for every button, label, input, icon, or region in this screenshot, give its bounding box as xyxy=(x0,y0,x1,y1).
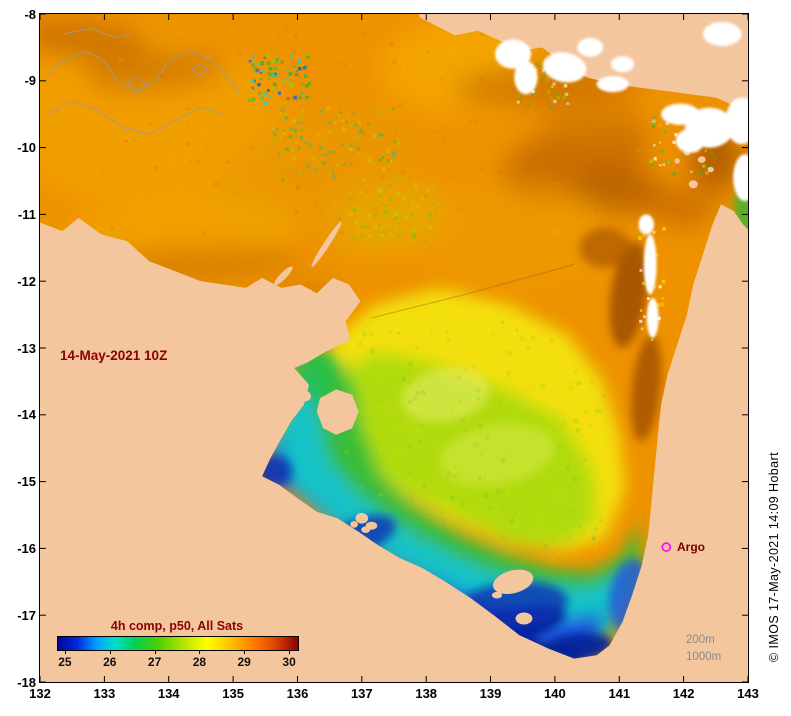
map-shape xyxy=(355,513,369,524)
map-shape xyxy=(542,94,645,148)
copyright-label: © IMOS 17-May-2021 14:09 Hobart xyxy=(767,452,781,662)
y-tick-label: -8 xyxy=(24,6,36,22)
map-shape xyxy=(400,367,491,423)
y-tick-label: -16 xyxy=(17,540,36,556)
map-shape xyxy=(316,389,359,435)
map-shape xyxy=(577,38,604,57)
map-shape xyxy=(703,22,742,46)
map-shape xyxy=(733,154,748,202)
bathymetry-contours xyxy=(42,28,240,135)
map-shape xyxy=(361,526,371,533)
y-tick-label: -18 xyxy=(17,674,36,690)
y-tick-label: -11 xyxy=(17,206,36,222)
x-tick-label: 133 xyxy=(93,686,116,701)
x-tick-label: 139 xyxy=(479,686,502,701)
x-tick-label: 137 xyxy=(350,686,373,701)
map-shape xyxy=(651,187,716,228)
map-shape xyxy=(439,423,555,487)
map-shape xyxy=(675,128,705,153)
map-shape xyxy=(492,569,534,595)
new-guinea-land xyxy=(419,14,748,109)
x-tick-label: 140 xyxy=(544,686,566,701)
map-shape xyxy=(299,390,312,402)
y-tick-label: -14 xyxy=(17,407,36,423)
x-tick-label: 138 xyxy=(415,686,438,701)
y-tick-label: -9 xyxy=(24,73,36,89)
x-tick-label: 132 xyxy=(29,686,51,701)
argo-marker xyxy=(661,542,672,552)
land-mask xyxy=(40,14,748,682)
map-shape xyxy=(274,266,293,286)
map-shape xyxy=(643,234,657,295)
x-tick-label: 143 xyxy=(737,686,759,701)
map-shape xyxy=(688,180,698,189)
map-shape xyxy=(646,297,659,338)
map-shape xyxy=(609,241,649,348)
map-shape xyxy=(631,334,662,442)
x-tick-label: 141 xyxy=(608,686,631,701)
map-shape xyxy=(579,227,631,268)
x-tick-label: 136 xyxy=(286,686,309,701)
map-shape xyxy=(311,221,342,268)
axis-ticks xyxy=(40,14,748,682)
map-shape xyxy=(661,103,700,125)
map-shape xyxy=(491,591,503,599)
map-shape xyxy=(268,434,604,656)
map-shape xyxy=(40,18,149,63)
map-shape xyxy=(697,156,706,163)
map-shape xyxy=(574,167,665,215)
map-shape xyxy=(495,39,532,69)
map-shape xyxy=(514,60,538,95)
australia-land xyxy=(40,204,748,682)
x-tick-label: 135 xyxy=(222,686,244,701)
map-shape xyxy=(638,214,654,235)
sst-map-canvas xyxy=(40,14,748,682)
map-shape xyxy=(596,76,629,93)
map-shape xyxy=(350,521,358,528)
y-tick-label: -15 xyxy=(17,474,36,490)
map-shape xyxy=(542,52,587,83)
composite-seam-line xyxy=(371,263,575,319)
x-tick-label: 134 xyxy=(157,686,180,701)
y-tick-label: -12 xyxy=(17,273,36,289)
map-shape xyxy=(268,348,642,656)
y-tick-label: -13 xyxy=(17,340,36,356)
map-shape xyxy=(331,182,445,254)
map-shape xyxy=(707,166,714,173)
x-tick-label: 142 xyxy=(672,686,695,701)
cloud-gaps xyxy=(495,22,748,338)
map-shape xyxy=(725,97,748,145)
map-shape xyxy=(610,56,635,73)
y-tick-label: -10 xyxy=(17,140,36,156)
map-shape xyxy=(674,158,680,164)
y-tick-label: -17 xyxy=(17,607,36,623)
map-shape xyxy=(406,181,613,288)
map-shape xyxy=(85,49,227,93)
map-shape xyxy=(515,612,533,625)
map-plot-area: 14-May-2021 10Z 4h comp, p50, All Sats 2… xyxy=(39,13,749,683)
